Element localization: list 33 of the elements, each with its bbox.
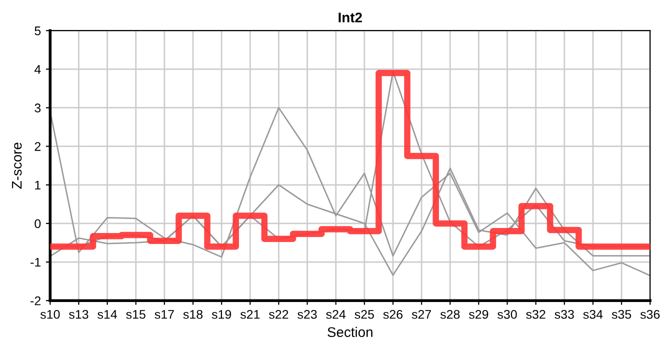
- y-tick-label: 0: [34, 219, 41, 228]
- y-tick-label: 5: [34, 26, 41, 36]
- y-tick-label: -2: [30, 296, 41, 306]
- x-tick-label: s17: [154, 310, 174, 319]
- x-tick-label: s34: [583, 310, 603, 319]
- y-tick-label: 3: [34, 104, 41, 112]
- x-tick-label: s25: [354, 310, 374, 319]
- x-tick-label: s22: [268, 310, 288, 319]
- x-tick-label: s24: [326, 310, 346, 319]
- x-tick-label: s28: [440, 310, 460, 319]
- x-tick-label: s21: [240, 310, 260, 319]
- x-tick-label: s36: [640, 310, 660, 319]
- y-tick-label: -1: [30, 258, 41, 267]
- x-tick-label: s18: [183, 310, 203, 319]
- y-tick-label: 1: [35, 180, 41, 190]
- x-tick-label: s10: [40, 310, 60, 319]
- x-tick-label: s23: [298, 310, 317, 319]
- x-tick-label: s15: [126, 310, 146, 319]
- x-tick-label: s30: [498, 310, 517, 319]
- x-axis-title: Section: [328, 326, 372, 338]
- x-tick-label: s27: [412, 310, 431, 319]
- chart-title: Int2: [338, 12, 362, 22]
- x-tick-label: s26: [383, 310, 403, 319]
- x-tick-label: s14: [98, 310, 118, 319]
- x-tick-label: s33: [554, 310, 574, 319]
- y-axis-title: Z-score: [12, 142, 22, 189]
- x-tick-label: s32: [526, 310, 546, 319]
- y-tick-label: 4: [34, 65, 41, 74]
- y-tick-label: 2: [34, 142, 41, 151]
- x-tick-label: s19: [212, 310, 232, 319]
- x-tick-label: s35: [612, 310, 632, 319]
- x-tick-label: s13: [69, 310, 88, 319]
- x-tick-label: s29: [468, 310, 488, 319]
